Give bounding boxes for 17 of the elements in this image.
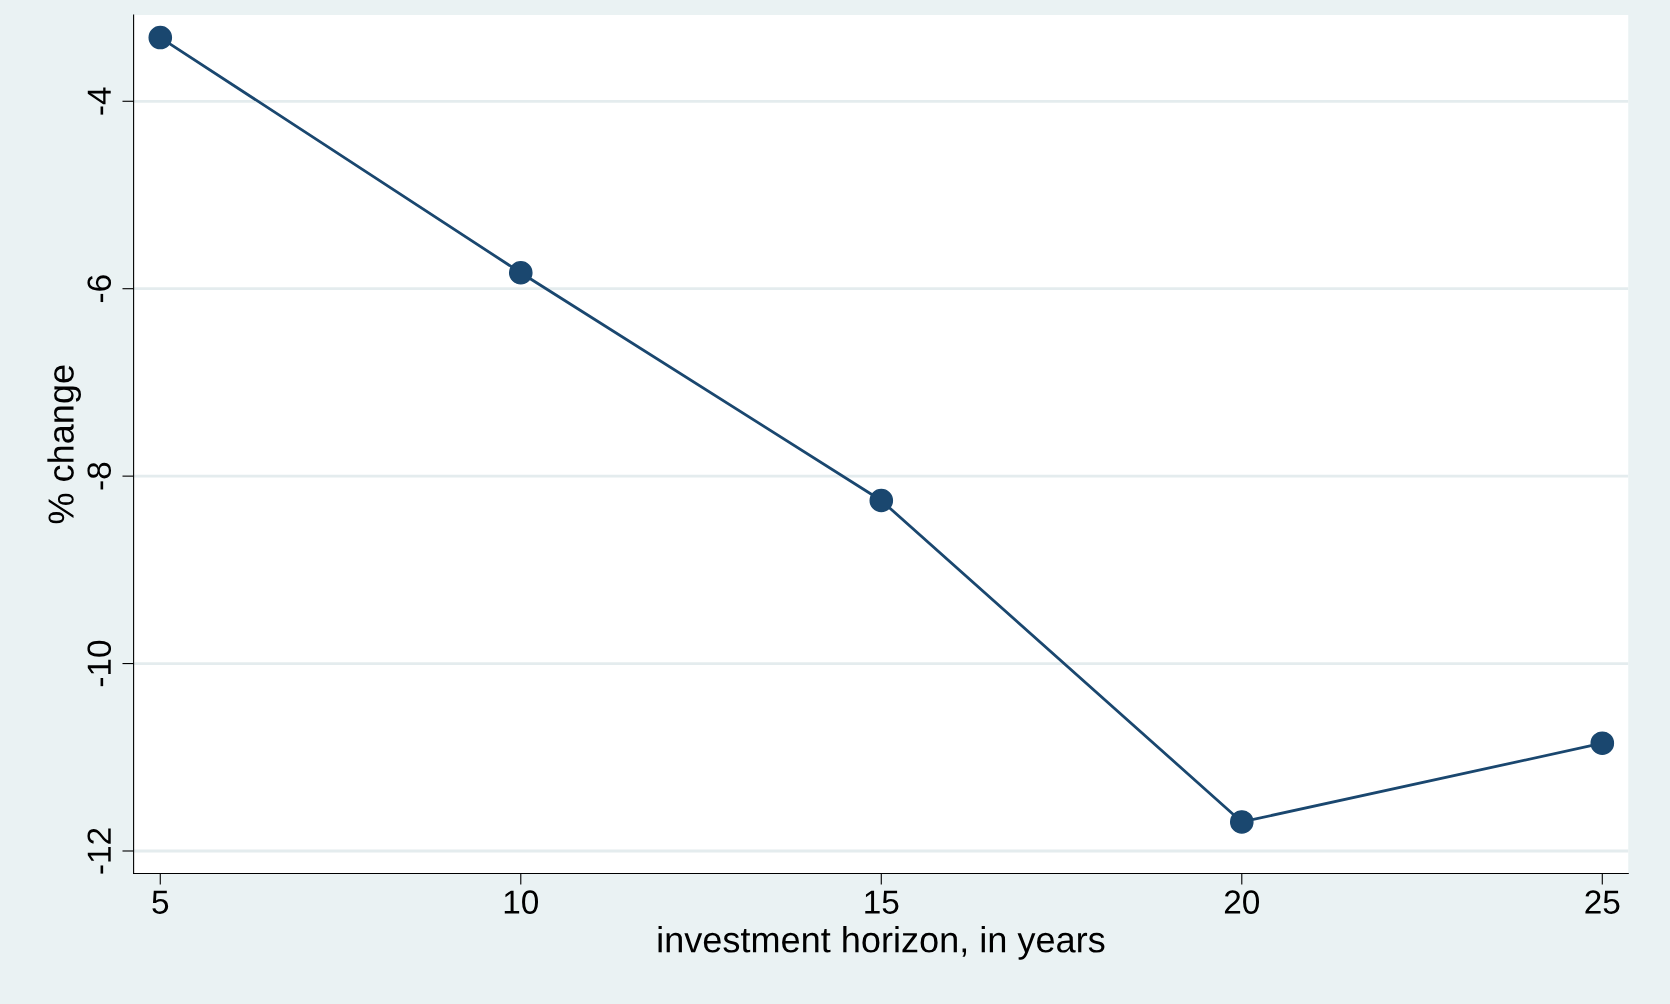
point <box>869 488 894 513</box>
y-tick-label: -8 <box>87 462 112 490</box>
x-tick-label: 10 <box>504 890 539 914</box>
x-tick-label: 15 <box>865 890 899 914</box>
x-tick-label: 25 <box>1585 890 1620 914</box>
x-axis-title: investment horizon, in years <box>658 926 1105 960</box>
y-tick-label: -6 <box>87 275 112 303</box>
x-tick-label: 20 <box>1224 890 1260 914</box>
point <box>1229 810 1254 834</box>
y-tick-label: -12 <box>87 828 111 874</box>
y-axis-title: % change <box>47 365 81 524</box>
point <box>508 260 533 285</box>
x-tick-label: 5 <box>152 890 169 914</box>
y-tick-label: -4 <box>87 87 111 115</box>
point <box>1590 731 1615 756</box>
y-tick-label: -10 <box>87 640 112 687</box>
point <box>148 25 173 50</box>
